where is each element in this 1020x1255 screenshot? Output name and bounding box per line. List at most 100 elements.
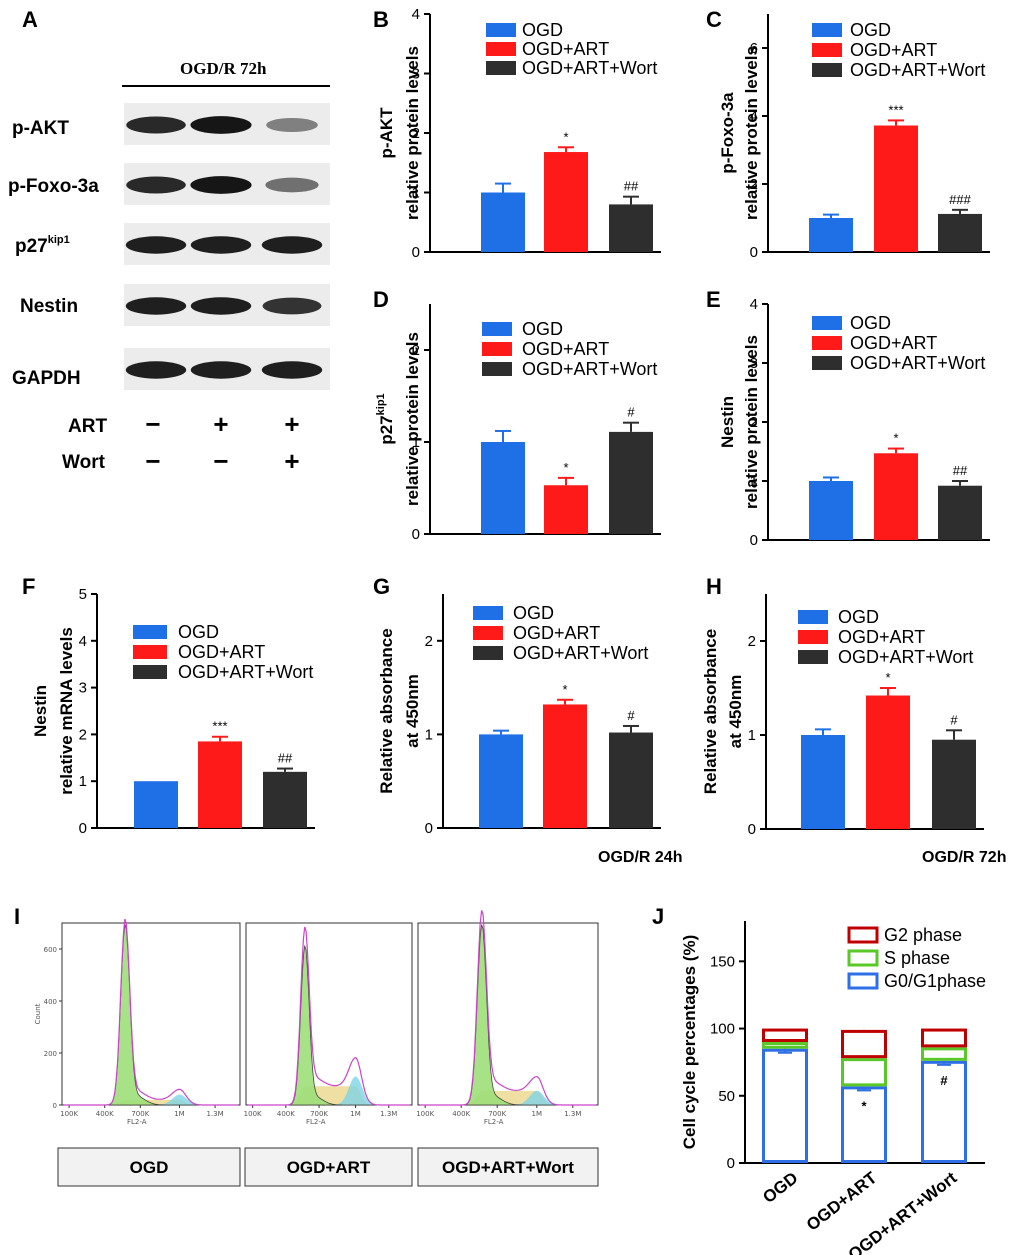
y-axis-label: p-AKT xyxy=(377,107,396,159)
panel-letter-b: B xyxy=(373,7,389,32)
panel-d-chart: D 0 1 2 p27kip1 relative protein levels * # OGD… xyxy=(373,287,661,543)
blot-band xyxy=(190,236,252,254)
legend-label: OGD xyxy=(513,603,554,623)
g1-phase-area xyxy=(248,945,410,1106)
y-tick-label: 0 xyxy=(412,526,420,543)
y-tick-label: 3 xyxy=(412,66,420,83)
y-tick-label: 4 xyxy=(79,633,87,650)
y-axis-label: at 450nm xyxy=(726,675,745,749)
panel-e-chart: E 0 1 2 3 4 Nestin relative protein levels * ## O… xyxy=(706,287,990,549)
blot-band xyxy=(126,176,186,194)
legend-label: OGD+ART xyxy=(522,339,609,359)
y-tick-label: 6 xyxy=(750,40,758,57)
significance-label: ## xyxy=(278,751,293,766)
blot-label-p-foxo3a: p-Foxo-3a xyxy=(8,176,99,197)
bar xyxy=(874,125,918,252)
panel-c-chart: C 0 2 4 6 p-Foxo-3a relative protein levels **… xyxy=(706,7,990,261)
blot-band xyxy=(190,361,252,379)
y-tick-label: 0 xyxy=(425,820,433,837)
treatment-label-art: ART xyxy=(68,416,107,437)
legend-swatch xyxy=(847,972,879,990)
y-axis-label: relative protein levels xyxy=(403,332,422,506)
panel-letter-a: A xyxy=(22,7,38,32)
significance-label: * xyxy=(861,1098,867,1113)
significance-label: * xyxy=(563,460,568,475)
histogram-y-tick-label: 200 xyxy=(44,1050,57,1058)
legend-label: OGD xyxy=(850,313,891,333)
s-phase-area xyxy=(420,1090,596,1105)
blot-band xyxy=(261,361,323,379)
bar xyxy=(866,695,910,829)
panel-b-chart: B 0 1 2 3 4 p-AKT relative protein levels * ## OG… xyxy=(373,6,661,261)
sample-label-box xyxy=(57,1147,241,1187)
y-axis-label: at 450nm xyxy=(403,674,422,748)
wort-sign-lane3: + xyxy=(284,446,299,476)
histogram-x-tick-label: 400K xyxy=(96,1110,114,1118)
legend-label: OGD+ART+Wort xyxy=(178,662,313,682)
blot-title: OGD/R 72h xyxy=(180,59,267,78)
bar xyxy=(481,442,525,534)
histogram-x-label: FL2-A xyxy=(484,1118,504,1126)
histogram-x-tick-label: 700K xyxy=(310,1110,328,1118)
histogram-x-tick-label: 400K xyxy=(277,1110,295,1118)
legend-swatch xyxy=(798,610,828,624)
y-tick-label: 3 xyxy=(79,680,87,697)
blot-band xyxy=(125,361,187,379)
significance-label: *** xyxy=(888,102,903,117)
y-tick-label: 2 xyxy=(750,414,758,431)
bar xyxy=(932,739,976,829)
sample-label: OGD+ART+Wort xyxy=(442,1158,574,1177)
legend-swatch xyxy=(798,630,828,644)
y-tick-label: 2 xyxy=(79,726,87,743)
condition-note: OGD/R 24h xyxy=(598,849,682,866)
stacked-bar-segment xyxy=(841,1029,887,1059)
panel-a: A OGD/R 72h p-AKT p-Foxo-3a p27kip1 Nest… xyxy=(8,7,330,476)
x-category-label: OGD+ART xyxy=(803,1168,881,1235)
legend-swatch xyxy=(812,356,842,370)
legend-label: OGD xyxy=(178,622,219,642)
bar xyxy=(544,152,588,252)
legend-swatch xyxy=(133,625,167,639)
panel-f-chart: F 0 1 2 3 4 5 Nestin relative mRNA levels *** ## O… xyxy=(22,574,315,837)
legend-swatch xyxy=(812,316,842,330)
stacked-bar-segment xyxy=(841,1058,887,1087)
y-tick-label: 2 xyxy=(412,342,420,359)
histogram-x-tick-label: 1M xyxy=(350,1110,361,1118)
histogram-y-label: Count xyxy=(34,1003,42,1024)
legend-swatch xyxy=(482,322,512,336)
legend-label: OGD+ART xyxy=(838,627,925,647)
legend-swatch xyxy=(847,926,879,944)
bar xyxy=(609,204,653,252)
histogram-frame xyxy=(417,922,599,1106)
y-axis-label: relative protein levels xyxy=(742,335,761,509)
y-axis-label: relative mRNA levels xyxy=(57,627,76,795)
legend-swatch xyxy=(812,336,842,350)
blot-band xyxy=(190,116,252,134)
y-tick-label: 1 xyxy=(79,773,87,790)
legend-label: OGD+ART xyxy=(513,623,600,643)
legend-label: OGD+ART+Wort xyxy=(850,60,985,80)
panel-letter-d: D xyxy=(373,287,389,312)
y-tick-label: 5 xyxy=(79,586,87,603)
histogram-x-tick-label: 700K xyxy=(131,1110,149,1118)
sample-label: OGD+ART xyxy=(287,1158,371,1177)
bar xyxy=(198,741,242,828)
legend-label: G2 phase xyxy=(884,925,962,945)
significance-label: ### xyxy=(949,192,971,207)
art-sign-lane3: + xyxy=(284,409,299,439)
stacked-bar-segment xyxy=(762,1042,808,1049)
blot-band xyxy=(125,297,187,315)
sample-label-box xyxy=(417,1147,599,1187)
y-tick-label: 3 xyxy=(750,355,758,372)
legend-label: OGD+ART+Wort xyxy=(850,353,985,373)
histogram-frame xyxy=(245,922,413,1106)
sample-label-box xyxy=(244,1147,413,1187)
blot-band xyxy=(125,236,187,254)
legend-swatch xyxy=(486,61,516,75)
bar xyxy=(938,485,982,540)
significance-label: * xyxy=(563,129,568,144)
significance-label: *** xyxy=(212,719,227,734)
blot-label-p27-base: p27 xyxy=(15,236,48,257)
blot-label-gapdh: GAPDH xyxy=(12,368,81,389)
